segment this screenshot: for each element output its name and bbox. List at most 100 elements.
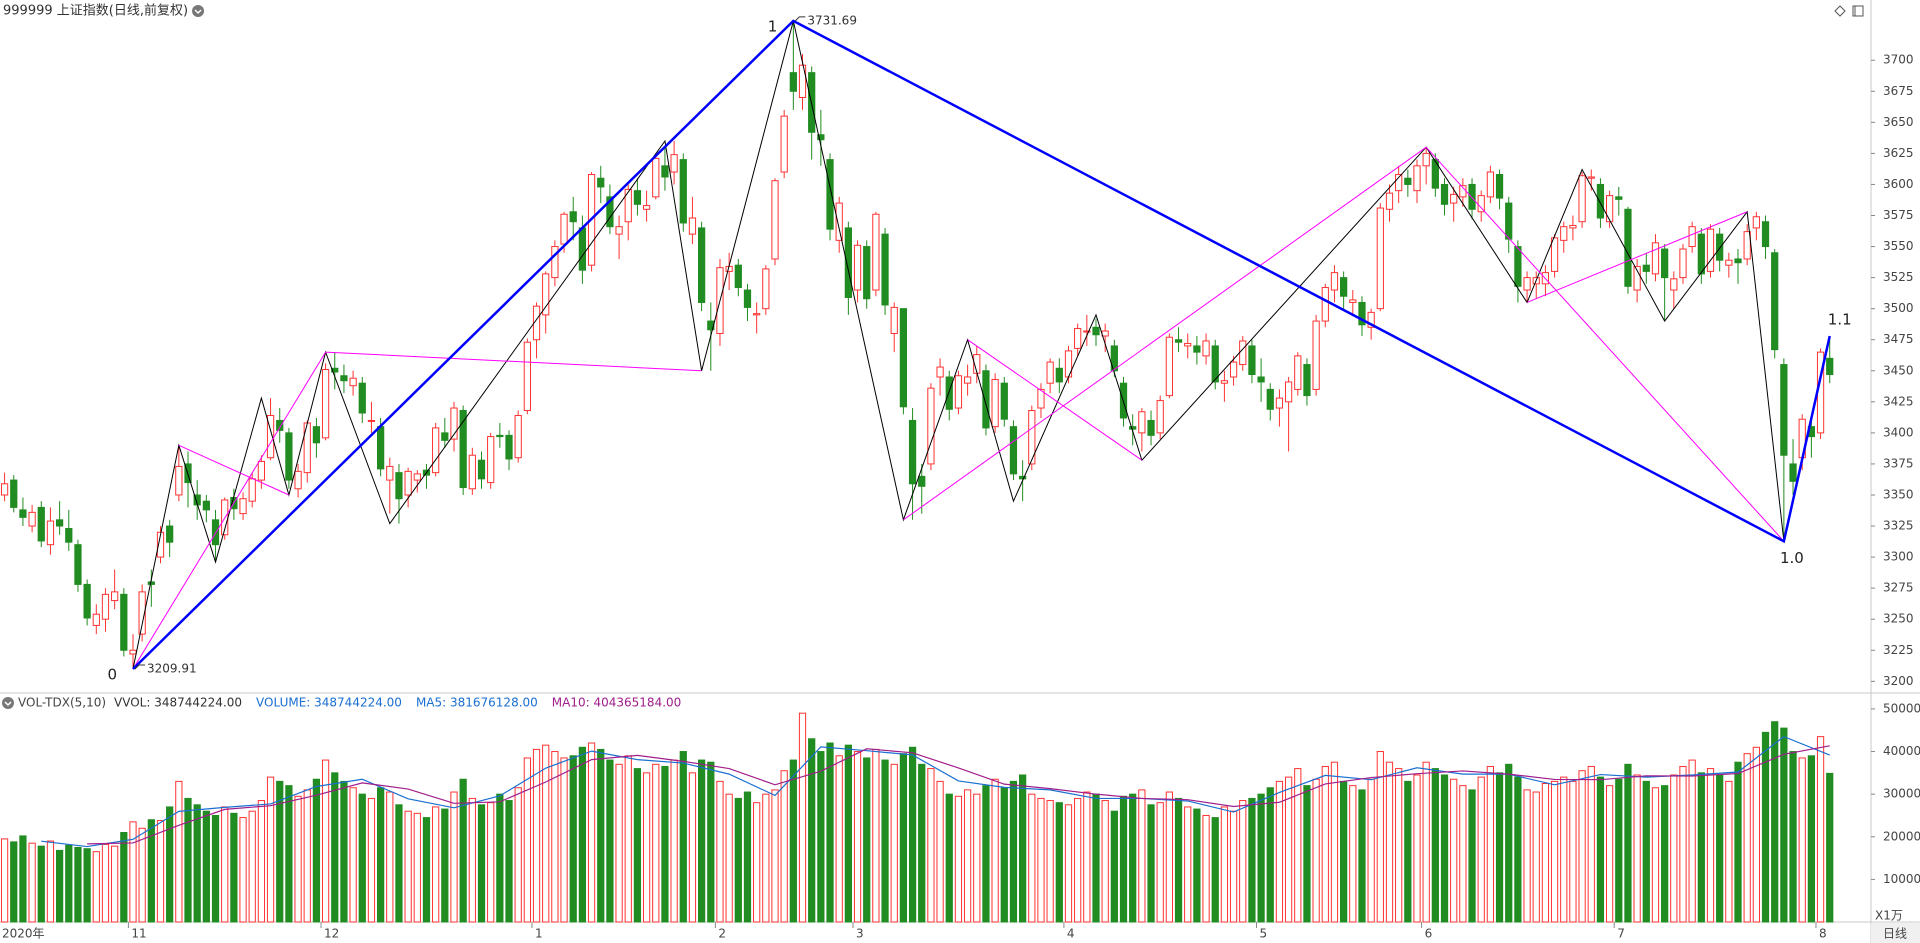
volume-bar bbox=[1312, 778, 1320, 923]
candle-body bbox=[734, 264, 742, 289]
volume-bar bbox=[918, 763, 926, 923]
volume-bar bbox=[844, 744, 852, 923]
volume-bar bbox=[808, 738, 816, 923]
candle-body bbox=[661, 165, 669, 178]
candle-body bbox=[1596, 183, 1605, 219]
y-tick-label: 3375 bbox=[1883, 456, 1914, 470]
volume-bar bbox=[1615, 778, 1623, 923]
candle-body bbox=[1129, 426, 1137, 430]
volume-bar bbox=[1771, 721, 1779, 923]
volume-bar bbox=[1028, 793, 1036, 923]
candle-body bbox=[65, 528, 73, 543]
candle-body bbox=[19, 509, 27, 518]
volume-bar bbox=[698, 759, 706, 923]
candle-body bbox=[175, 465, 183, 496]
candle-body bbox=[1303, 364, 1311, 397]
volume-bar bbox=[1202, 814, 1210, 923]
candle-body bbox=[1550, 237, 1559, 272]
candle-body bbox=[1670, 278, 1678, 291]
volume-bar bbox=[1147, 804, 1155, 923]
candle-body bbox=[1578, 175, 1586, 223]
volume-bar bbox=[1697, 772, 1705, 923]
candle-body bbox=[551, 246, 559, 279]
volume-bar bbox=[101, 843, 110, 923]
volume-bar bbox=[1532, 791, 1540, 923]
candle-body bbox=[532, 305, 541, 341]
candle-body bbox=[1037, 388, 1045, 409]
candle-body bbox=[1587, 176, 1595, 179]
volume-bar bbox=[477, 804, 486, 923]
candle-body bbox=[743, 289, 752, 308]
volume-bar bbox=[1349, 785, 1357, 923]
candle-body bbox=[1321, 287, 1329, 322]
candle-body bbox=[606, 196, 614, 228]
candle-body bbox=[276, 419, 284, 431]
candle-body bbox=[615, 226, 623, 235]
candle-body bbox=[1716, 233, 1724, 261]
volume-bar bbox=[120, 832, 128, 923]
candle-body bbox=[1275, 397, 1284, 409]
y-tick-label: 10000 bbox=[1883, 872, 1920, 886]
volume-bar bbox=[881, 759, 889, 923]
volume-bar bbox=[129, 821, 137, 923]
volume-bar bbox=[1340, 780, 1348, 923]
candle-body bbox=[340, 375, 348, 382]
volume-bar bbox=[1596, 776, 1605, 923]
volume-bar bbox=[1605, 785, 1614, 923]
annotation: 3731.69 bbox=[807, 13, 857, 27]
window-icon[interactable] bbox=[1852, 5, 1864, 17]
volume-bar bbox=[1358, 789, 1366, 923]
y-tick-label: 3675 bbox=[1883, 84, 1914, 98]
moving-average-line bbox=[87, 745, 1830, 845]
candle-body bbox=[147, 581, 155, 585]
candle-body bbox=[1661, 248, 1669, 279]
volume-bar bbox=[514, 787, 522, 923]
volume-bar bbox=[230, 812, 238, 923]
candle-body bbox=[468, 454, 476, 490]
y-tick-label: 3200 bbox=[1883, 674, 1914, 688]
volume-bar bbox=[1367, 778, 1375, 923]
period-tab[interactable] bbox=[1871, 923, 1920, 943]
volume-bar bbox=[248, 810, 256, 923]
candle-body bbox=[762, 268, 770, 310]
period-label[interactable]: 日线 bbox=[1883, 927, 1907, 941]
volume-bar bbox=[1165, 791, 1173, 923]
volume-bar bbox=[1321, 765, 1329, 923]
volume-bar bbox=[532, 748, 541, 923]
volume-bar bbox=[633, 768, 642, 923]
volume-bar bbox=[1541, 783, 1550, 923]
candle-body bbox=[1147, 419, 1155, 436]
volume-bar bbox=[46, 840, 55, 923]
volume-bar bbox=[578, 746, 587, 923]
y-tick-label: 3650 bbox=[1883, 115, 1914, 129]
volume-bar bbox=[239, 817, 247, 923]
candle-body bbox=[505, 434, 513, 460]
candle-body bbox=[597, 177, 605, 188]
volume-bar bbox=[257, 800, 266, 923]
y-tick-label: 3575 bbox=[1883, 208, 1914, 222]
menu-chevron bbox=[4, 701, 12, 707]
candle-body bbox=[991, 378, 999, 428]
x-tick-label: 2 bbox=[718, 927, 726, 941]
candle-body bbox=[1450, 193, 1458, 204]
candle-body bbox=[477, 459, 486, 480]
candle-body bbox=[111, 591, 119, 602]
candle-body bbox=[386, 465, 394, 481]
volume-bar bbox=[138, 827, 146, 923]
menu-icon[interactable] bbox=[2, 697, 14, 709]
volume-bar bbox=[303, 789, 311, 923]
draw-tool-icon[interactable] bbox=[1834, 5, 1846, 17]
moving-average-line bbox=[41, 735, 1830, 848]
menu-icon[interactable] bbox=[192, 5, 205, 17]
volume-bar bbox=[679, 751, 687, 923]
volume-menu-button[interactable] bbox=[2, 697, 14, 709]
candle-body bbox=[542, 273, 550, 316]
title-menu-button[interactable] bbox=[192, 5, 205, 17]
volume-bar bbox=[642, 772, 651, 923]
candle-body bbox=[1486, 171, 1494, 198]
candle-body bbox=[294, 470, 302, 490]
volume-bar bbox=[1330, 761, 1339, 923]
candle-body bbox=[817, 134, 825, 141]
candle-body bbox=[1385, 192, 1394, 210]
y-tick-label: 50000 bbox=[1883, 701, 1920, 715]
